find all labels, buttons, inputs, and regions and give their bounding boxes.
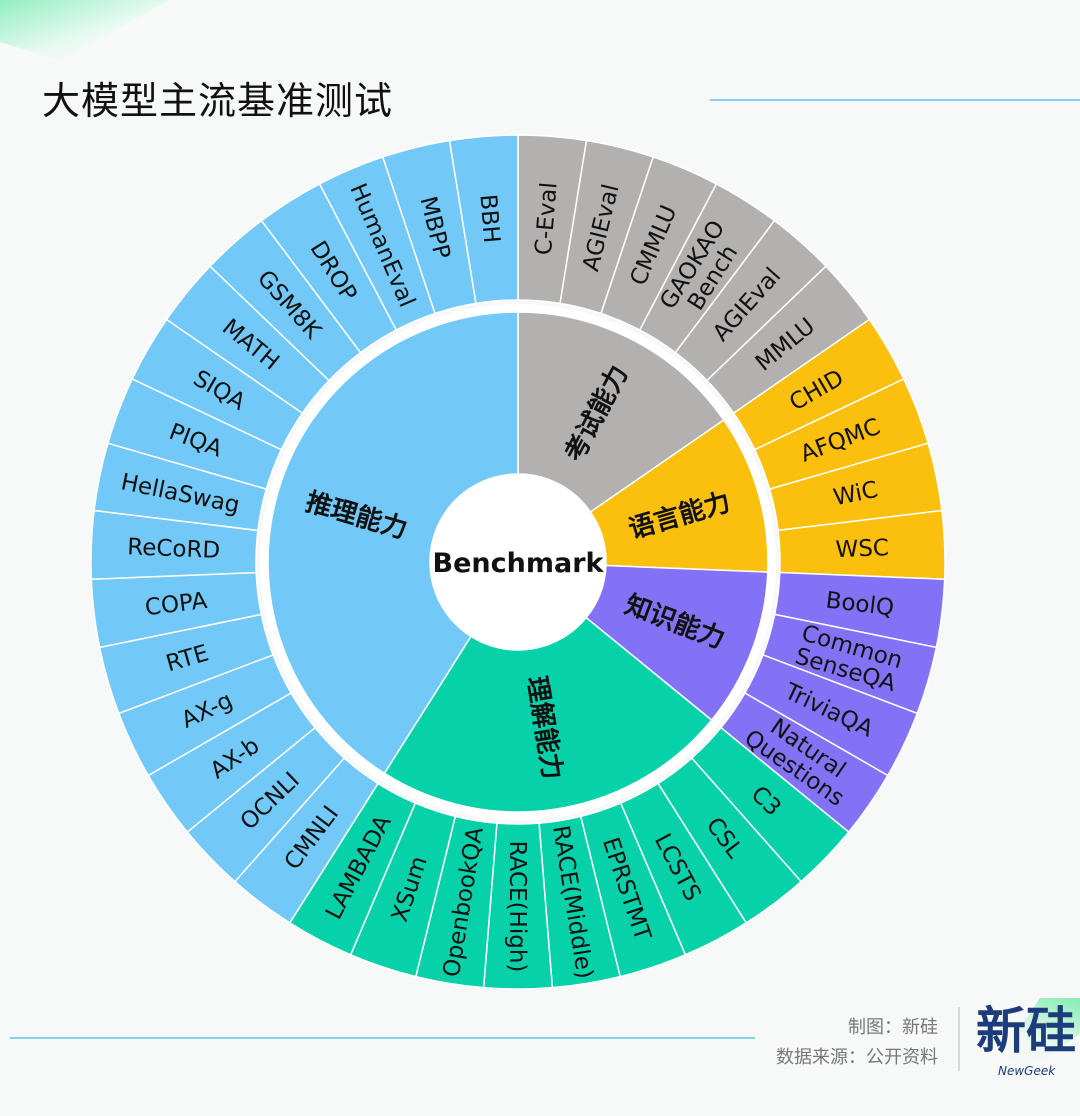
logo-subtitle: NewGeek	[998, 1064, 1056, 1078]
page-title: 大模型主流基准测试	[42, 79, 394, 123]
logo-divider	[958, 1007, 960, 1071]
benchmark-label-c-eval: C-Eval	[531, 181, 563, 256]
category-segment-1	[589, 418, 769, 573]
benchmark-label-wsc: WSC	[835, 535, 889, 563]
benchmark-segment-bbh	[448, 134, 519, 305]
brand-logo: 新硅 NewGeek	[968, 998, 1080, 1088]
chart-credit: 制图：新硅	[848, 1017, 938, 1038]
category-segment-2	[585, 564, 769, 722]
logo-wordmark: 新硅	[976, 1002, 1076, 1060]
center-label: Benchmark	[433, 548, 605, 579]
benchmark-label-race-high: RACE(High)	[504, 841, 530, 973]
footer-divider	[10, 1037, 755, 1039]
title-divider	[710, 99, 1080, 101]
category-segment-3	[383, 616, 713, 813]
benchmark-label-bbh: BBH	[474, 193, 504, 244]
category-segment-4	[267, 311, 519, 775]
benchmark-label-record: ReCoRD	[127, 534, 221, 564]
data-source: 数据来源：公开资料	[776, 1047, 938, 1068]
category-segment-0	[517, 311, 725, 514]
center-disc	[434, 478, 602, 646]
